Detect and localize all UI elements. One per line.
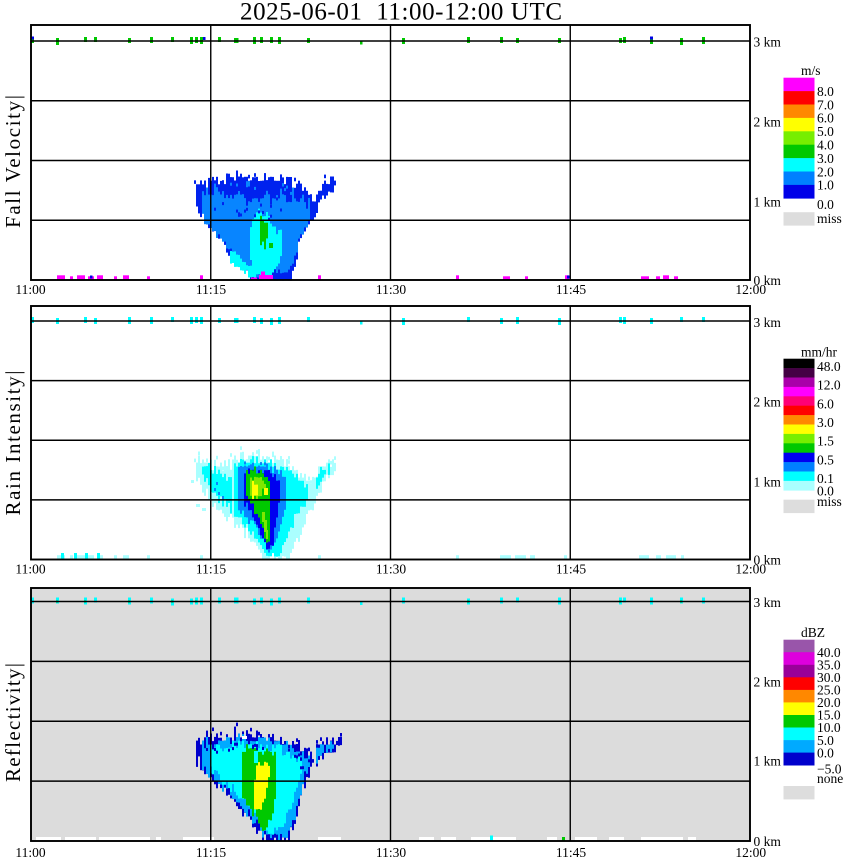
- svg-text:3.0: 3.0: [817, 415, 834, 430]
- svg-text:m/s: m/s: [801, 63, 821, 78]
- svg-text:12:00: 12:00: [735, 845, 766, 860]
- svg-text:3 km: 3 km: [754, 35, 782, 50]
- svg-text:2 km: 2 km: [754, 115, 782, 130]
- svg-text:0 km: 0 km: [754, 553, 782, 568]
- svg-text:11:45: 11:45: [556, 282, 586, 297]
- svg-text:35.0: 35.0: [817, 658, 841, 673]
- svg-text:3 km: 3 km: [754, 315, 782, 330]
- svg-text:1 km: 1 km: [754, 754, 782, 769]
- svg-text:2.0: 2.0: [817, 164, 834, 179]
- svg-text:none: none: [817, 771, 843, 786]
- svg-text:1.0: 1.0: [817, 178, 834, 193]
- svg-text:11:30: 11:30: [376, 562, 406, 577]
- svg-text:0.0: 0.0: [817, 197, 834, 212]
- svg-text:Fall Velocity|: Fall Velocity|: [1, 95, 25, 228]
- svg-text:48.0: 48.0: [817, 359, 841, 374]
- svg-text:1.5: 1.5: [817, 434, 834, 449]
- svg-text:2025-06-01 11:00-12:00 UTC: 2025-06-01 11:00-12:00 UTC: [240, 0, 562, 26]
- svg-text:2 km: 2 km: [754, 675, 782, 690]
- svg-text:11:00: 11:00: [15, 562, 45, 577]
- svg-text:3 km: 3 km: [754, 595, 782, 610]
- svg-text:1 km: 1 km: [754, 475, 782, 490]
- svg-text:11:00: 11:00: [15, 282, 45, 297]
- svg-text:−5.0: −5.0: [817, 761, 842, 776]
- svg-text:11:15: 11:15: [196, 282, 226, 297]
- svg-text:mm/hr: mm/hr: [801, 345, 838, 360]
- svg-text:25.0: 25.0: [817, 683, 841, 698]
- svg-text:0.0: 0.0: [817, 745, 834, 760]
- svg-text:0 km: 0 km: [754, 273, 782, 288]
- svg-text:miss: miss: [817, 494, 842, 509]
- svg-text:1 km: 1 km: [754, 195, 782, 210]
- svg-text:6.0: 6.0: [817, 111, 834, 126]
- svg-text:12.0: 12.0: [817, 378, 841, 393]
- svg-text:11:00: 11:00: [15, 845, 45, 860]
- svg-text:dBZ: dBZ: [801, 625, 825, 640]
- svg-text:12:00: 12:00: [735, 562, 766, 577]
- svg-text:5.0: 5.0: [817, 124, 834, 139]
- svg-text:8.0: 8.0: [817, 84, 834, 99]
- svg-text:11:15: 11:15: [196, 845, 226, 860]
- svg-text:Reflectivity|: Reflectivity|: [1, 663, 25, 782]
- svg-text:15.0: 15.0: [817, 708, 841, 723]
- svg-text:4.0: 4.0: [817, 138, 834, 153]
- svg-text:6.0: 6.0: [817, 397, 834, 412]
- svg-text:2 km: 2 km: [754, 395, 782, 410]
- svg-text:11:45: 11:45: [556, 562, 586, 577]
- svg-text:11:15: 11:15: [196, 562, 226, 577]
- svg-text:0.1: 0.1: [817, 471, 834, 486]
- svg-text:miss: miss: [817, 211, 842, 226]
- svg-text:11:30: 11:30: [376, 845, 406, 860]
- svg-text:10.0: 10.0: [817, 720, 841, 735]
- svg-text:3.0: 3.0: [817, 151, 834, 166]
- svg-text:12:00: 12:00: [735, 282, 766, 297]
- svg-text:0.0: 0.0: [817, 484, 834, 499]
- svg-text:11:45: 11:45: [556, 845, 586, 860]
- svg-text:0 km: 0 km: [754, 834, 782, 849]
- svg-text:11:30: 11:30: [376, 282, 406, 297]
- svg-text:0.5: 0.5: [817, 453, 834, 468]
- svg-text:40.0: 40.0: [817, 645, 841, 660]
- svg-text:20.0: 20.0: [817, 695, 841, 710]
- svg-text:5.0: 5.0: [817, 733, 834, 748]
- svg-text:30.0: 30.0: [817, 670, 841, 685]
- svg-text:7.0: 7.0: [817, 97, 834, 112]
